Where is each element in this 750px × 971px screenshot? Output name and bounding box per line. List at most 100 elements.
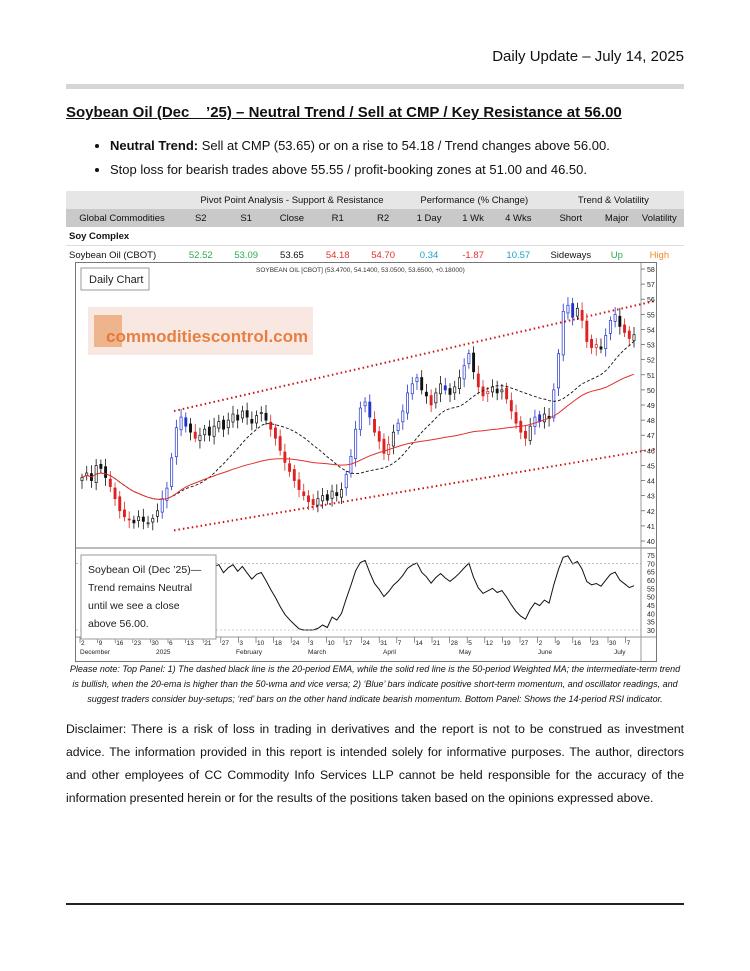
candle-body [156,510,159,517]
month-label: February [236,649,263,656]
candle-body [207,426,211,436]
candle-body [184,417,188,427]
candle-body [599,346,603,350]
candle-body [132,519,136,524]
candle-body [307,495,310,503]
price-tick-label: 58 [647,267,655,274]
date-tick-label: 13 [187,640,195,647]
candle-body [193,431,197,439]
month-label: July [614,649,626,656]
candle-body [462,365,466,380]
date-tick-label: 17 [345,640,353,647]
candle-body [495,388,499,394]
candle-body [222,419,225,430]
price-tick-label: 46 [647,448,655,455]
date-tick-label: 9 [556,640,560,647]
candle-body [439,383,443,395]
month-label: March [308,649,326,656]
candle-body [104,466,108,478]
svg-text:commoditiescontrol.com: commoditiescontrol.com [106,327,308,346]
price-tick-label: 41 [647,524,655,531]
candle-body [278,436,282,451]
date-tick-label: 21 [204,640,212,647]
date-tick-label: 30 [151,640,159,647]
rsi-line [166,554,635,631]
report-date: Daily Update – July 14, 2025 [492,48,684,65]
candle-body [580,309,584,321]
candle-body [297,479,301,490]
date-tick-label: 7 [627,640,631,647]
candle-body [151,517,155,523]
candle-body [170,457,174,487]
candle-body [340,489,343,498]
candle-body [420,377,424,391]
rsi-tick-label: 40 [647,611,655,618]
candle-body [137,516,141,521]
candlesticks [80,297,636,531]
candle-body [231,413,235,423]
rsi-tick-label: 30 [647,628,655,635]
candle-body [141,516,145,522]
rsi-tick-label: 50 [647,595,655,602]
report-title: Soybean Oil (Dec ’25) – Neutral Trend / … [66,104,622,121]
date-tick-label: 2 [539,640,543,647]
candle-body [406,392,409,414]
price-tick-label: 44 [647,479,655,486]
candle-body [259,412,263,414]
candle-body [349,456,353,474]
candle-body [80,477,84,481]
candle-body [203,428,207,436]
date-axis: 2 9 16 23 30 6 13 21 27 3 10 18 24 3 10 17 24 31 7 14 21 28 5 1… [79,637,631,656]
price-tick-label: 45 [647,463,655,470]
candle-body [566,304,570,314]
candle-body [160,498,164,513]
candle-body [325,494,329,501]
candle-body [623,324,627,333]
candle-body [410,383,414,395]
trend-channel [173,299,656,532]
date-tick-label: 16 [116,640,124,647]
rsi-tick-label: 75 [647,553,655,560]
date-tick-label: 5 [468,640,472,647]
candle-body [542,413,546,423]
date-tick-label: 23 [134,640,142,647]
candle-body [457,377,461,390]
candle-body [585,320,589,342]
candle-body [571,303,575,318]
price-tick-label: 42 [647,509,655,516]
candle-body [179,416,183,431]
date-tick-label: 24 [292,640,300,647]
candle-body [273,427,277,439]
rsi-note: Soybean Oil (Dec ’25)— Trend remains Neut… [88,564,202,630]
date-tick-label: 28 [451,640,459,647]
candle-body [632,334,636,341]
candle-body [316,498,320,506]
candle-body [594,344,598,348]
table-section-row: Soy Complex [66,227,684,246]
candle-body [118,496,122,512]
candle-body [245,410,249,418]
date-tick-label: 27 [521,640,529,647]
candle-body [453,386,457,394]
date-tick-label: 14 [415,640,423,647]
month-label: December [80,649,111,656]
key-point: Neutral Trend: Sell at CMP (53.65) or on… [110,137,710,155]
candle-body [174,427,178,458]
watermark-logo: commoditiescontrol.com [88,307,313,355]
candle-body [434,392,438,404]
candle-body [382,438,386,454]
month-label: April [383,649,397,656]
candle-body [448,388,452,395]
candle-body [618,315,622,327]
wma-50-line [81,373,635,500]
rsi-note-box [80,554,217,640]
candle-body [292,469,296,481]
date-tick-label: 10 [327,640,335,647]
price-axis: 58 57 56 55 54 53 52 51 50 49 48 47 46 45 44 43 42 41 40 [641,267,655,546]
date-tick-label: 3 [310,640,314,647]
daily-chart-label: Daily Chart [89,274,143,286]
date-tick-label: 10 [257,640,265,647]
candle-body [146,522,150,525]
candle-body [557,353,560,389]
